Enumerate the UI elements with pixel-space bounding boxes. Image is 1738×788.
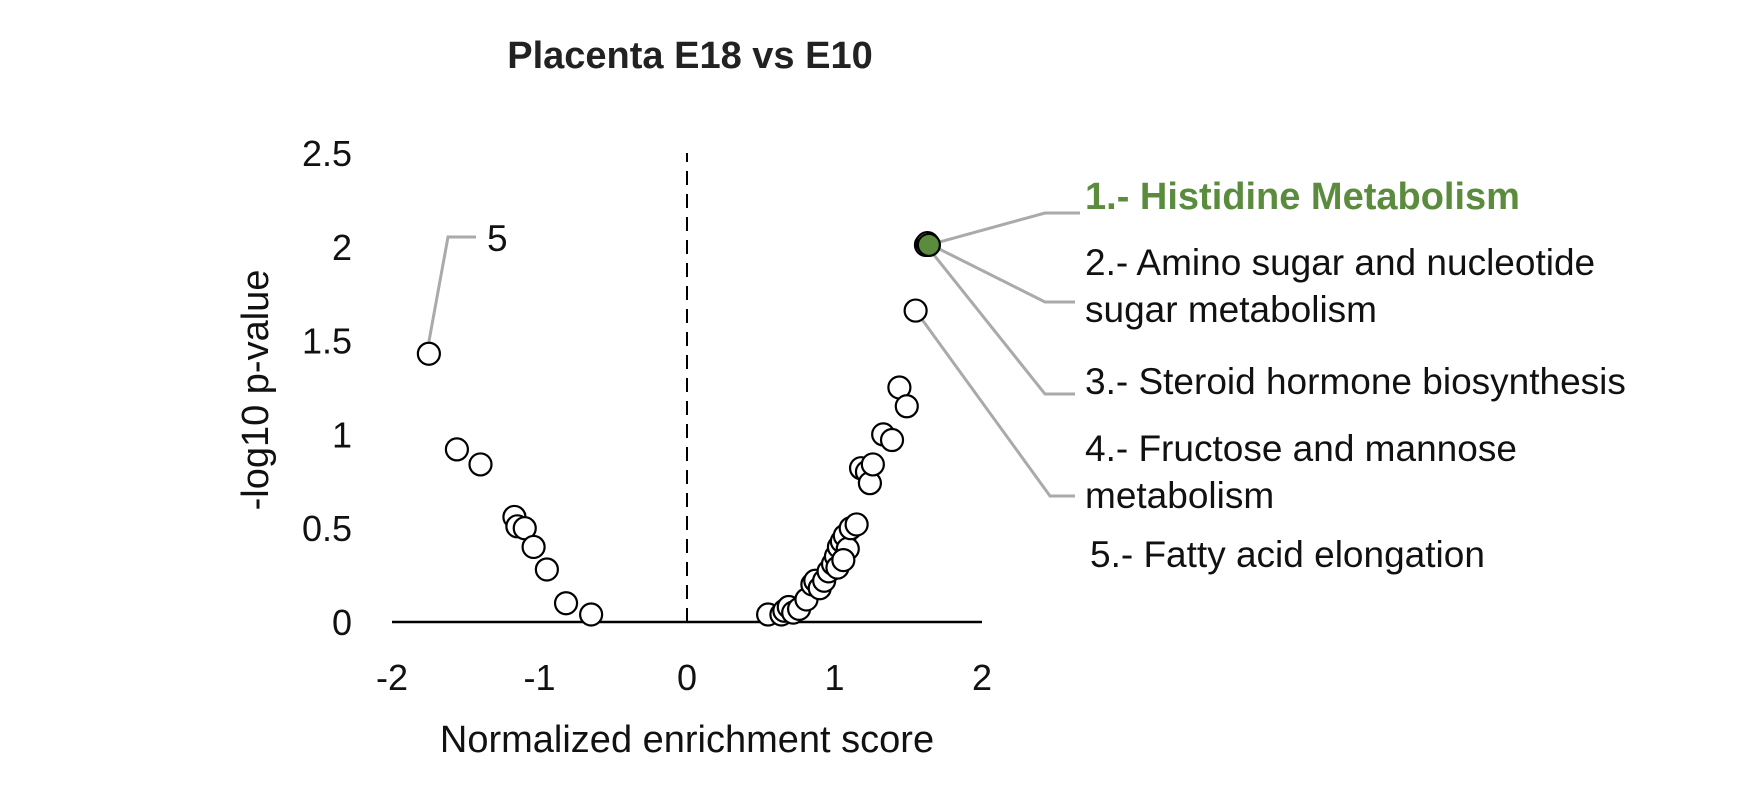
x-tick-label: -2 — [376, 657, 408, 698]
data-point — [534, 557, 559, 582]
y-tick-labels: 0 0.5 1 1.5 2 2.5 — [302, 133, 352, 643]
data-point — [894, 394, 919, 419]
legend: 1.- Histidine Metabolism 2.- Amino sugar … — [1085, 176, 1626, 575]
highlighted-point — [916, 232, 942, 258]
data-point — [444, 437, 469, 462]
data-point — [553, 591, 579, 616]
legend-entry-2-line-2: sugar metabolism — [1085, 289, 1377, 330]
y-tick-label: 0 — [332, 602, 352, 643]
y-tick-label: 1 — [332, 414, 352, 455]
leader-line-1 — [928, 211, 1080, 247]
data-point — [416, 341, 441, 366]
y-tick-label: 1.5 — [302, 321, 352, 362]
chart-title: Placenta E18 vs E10 — [507, 35, 872, 77]
axes — [392, 153, 982, 624]
legend-entry-4-line-2: metabolism — [1085, 475, 1274, 516]
data-point — [579, 602, 604, 627]
data-point — [831, 547, 856, 573]
y-tick-label: 2.5 — [302, 133, 352, 174]
x-tick-labels: -2 -1 0 1 2 — [376, 657, 992, 698]
x-axis-label: Normalized enrichment score — [440, 719, 934, 761]
data-point — [468, 452, 493, 477]
callout-label-5: 5 — [487, 218, 508, 259]
data-point — [903, 298, 928, 323]
data-point — [844, 512, 869, 537]
leader-line-4 — [914, 309, 1075, 498]
x-tick-label: -1 — [523, 657, 555, 698]
legend-entry-3: 3.- Steroid hormone biosynthesis — [1085, 361, 1626, 402]
leader-line-3 — [924, 243, 1075, 396]
x-tick-label: 1 — [824, 657, 844, 698]
y-axis-label: -log10 p-value — [235, 270, 277, 511]
leader-lines — [427, 211, 1080, 498]
x-tick-label: 2 — [972, 657, 992, 698]
y-tick-label: 2 — [332, 227, 352, 268]
legend-entry-4-line-1: 4.- Fructose and mannose — [1085, 428, 1517, 469]
legend-entry-1: 1.- Histidine Metabolism — [1085, 176, 1520, 218]
legend-entry-2-line-1: 2.- Amino sugar and nucleotide — [1085, 242, 1595, 283]
leader-line-2 — [926, 241, 1075, 304]
legend-entry-5: 5.- Fatty acid elongation — [1090, 534, 1485, 575]
leader-line-5 — [427, 235, 476, 343]
x-tick-label: 0 — [677, 657, 697, 698]
data-point — [879, 427, 905, 453]
y-tick-label: 0.5 — [302, 508, 352, 549]
data-points — [416, 230, 942, 627]
data-point — [860, 452, 885, 477]
data-point — [521, 534, 546, 560]
